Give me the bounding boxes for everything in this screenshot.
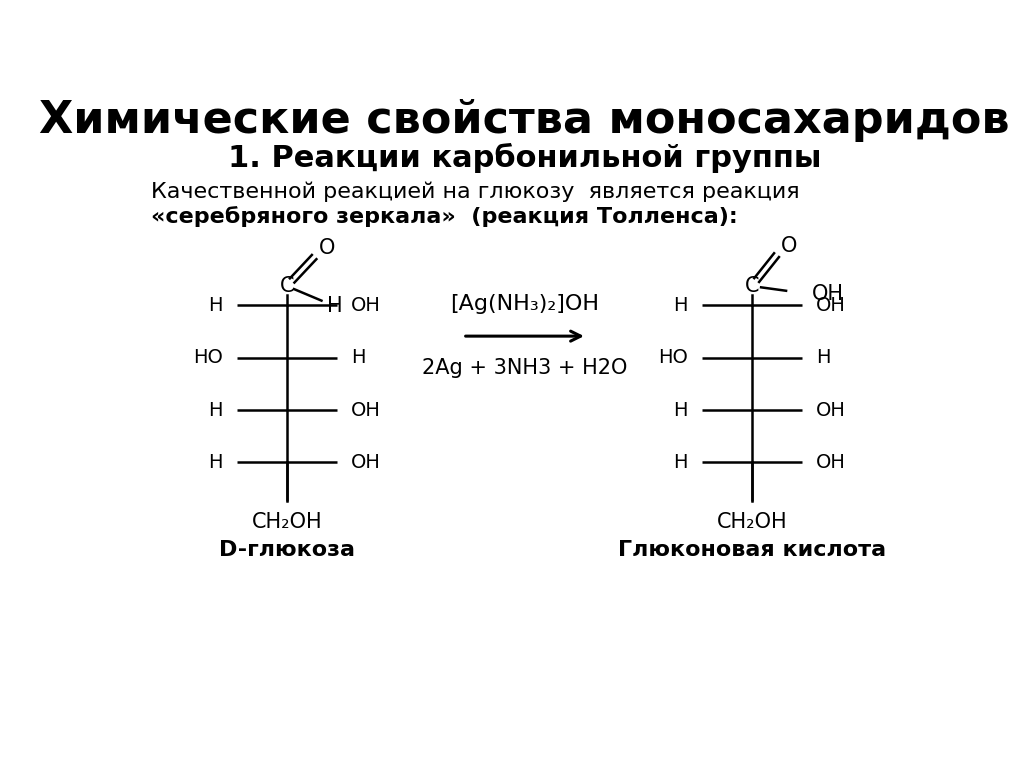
Text: OH: OH [816, 453, 846, 472]
Text: H: H [351, 348, 366, 367]
Text: H: H [208, 400, 222, 420]
Text: HO: HO [657, 348, 687, 367]
Text: H: H [816, 348, 830, 367]
Text: C: C [280, 276, 294, 296]
Text: C: C [744, 276, 759, 296]
Text: OH: OH [816, 296, 846, 314]
Text: H: H [673, 453, 687, 472]
Text: HO: HO [193, 348, 222, 367]
Text: 2Ag + 3NH3 + H2O: 2Ag + 3NH3 + H2O [422, 358, 628, 378]
Text: H: H [673, 296, 687, 314]
Text: [Ag(NH₃)₂]OH: [Ag(NH₃)₂]OH [451, 294, 599, 314]
Text: Качественной реакцией на глюкозу  является реакция: Качественной реакцией на глюкозу являетс… [152, 181, 800, 202]
Text: OH: OH [351, 296, 381, 314]
Text: O: O [319, 239, 336, 258]
Text: OH: OH [351, 453, 381, 472]
Text: 1. Реакции карбонильной группы: 1. Реакции карбонильной группы [228, 143, 821, 173]
Text: H: H [327, 296, 343, 316]
Text: OH: OH [812, 284, 845, 304]
Text: H: H [673, 400, 687, 420]
Text: CH₂OH: CH₂OH [717, 512, 787, 532]
Text: «серебряного зеркала»  (реакция Толленса):: «серебряного зеркала» (реакция Толленса)… [152, 206, 738, 227]
Text: Глюконовая кислота: Глюконовая кислота [617, 540, 886, 560]
Text: D-глюкоза: D-глюкоза [219, 540, 355, 560]
Text: H: H [208, 453, 222, 472]
Text: CH₂OH: CH₂OH [252, 512, 323, 532]
Text: OH: OH [351, 400, 381, 420]
Text: H: H [208, 296, 222, 314]
Text: Химические свойства моносахаридов: Химические свойства моносахаридов [40, 99, 1010, 142]
Text: O: O [781, 236, 798, 256]
Text: OH: OH [816, 400, 846, 420]
